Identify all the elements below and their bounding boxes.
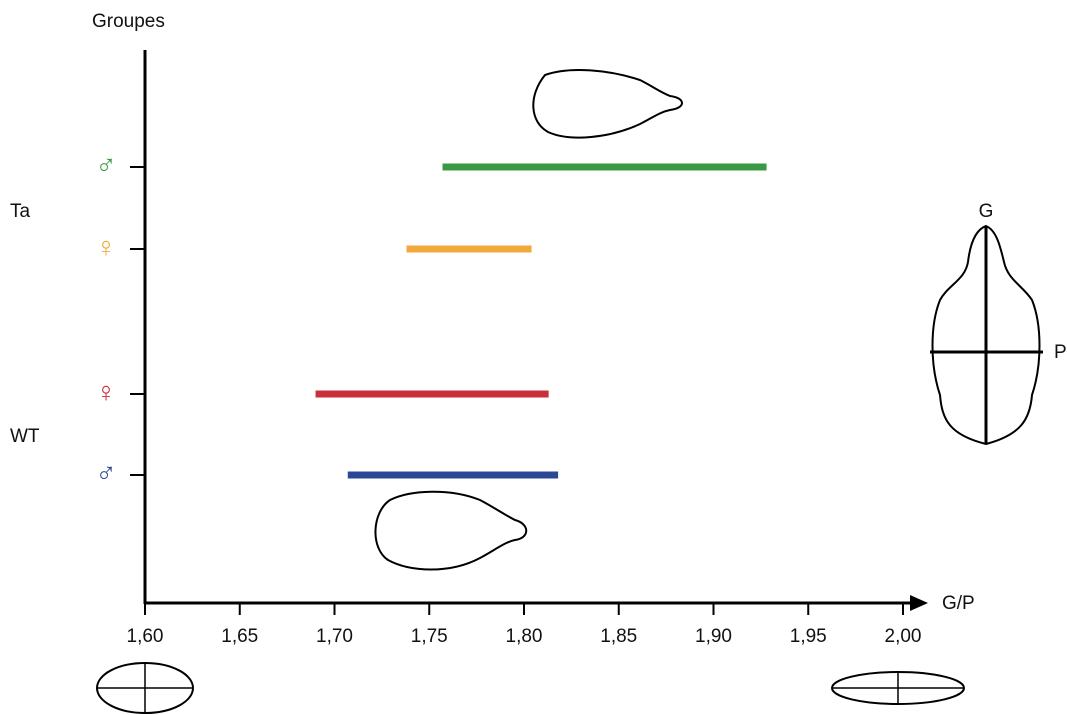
y-axis-title: Groupes	[92, 11, 165, 32]
axis-arrow	[910, 595, 928, 611]
group-label: WT	[10, 426, 40, 447]
x-tick-label: 1,80	[506, 626, 543, 647]
x-tick-label: 1,60	[127, 626, 164, 647]
x-tick-label: 1,90	[695, 626, 732, 647]
x-tick-label: 2,00	[885, 626, 922, 647]
y-tick-label: ♀	[96, 376, 117, 407]
diagram-label: G	[979, 201, 994, 222]
x-tick-label: 1,95	[790, 626, 827, 647]
x-tick-label: 1,70	[316, 626, 353, 647]
x-tick-label: 1,85	[600, 626, 637, 647]
x-tick-label: 1,65	[221, 626, 258, 647]
x-axis-title: G/P	[942, 593, 975, 614]
skull-outline-top	[532, 68, 683, 139]
skull-outline-bottom	[374, 490, 528, 571]
y-tick-label: ♂	[96, 149, 117, 180]
x-tick-label: 1,75	[411, 626, 448, 647]
diagram-label: P	[1054, 342, 1067, 363]
y-tick-label: ♂	[96, 457, 117, 488]
group-label: Ta	[10, 201, 31, 222]
y-tick-label: ♀	[96, 231, 117, 262]
